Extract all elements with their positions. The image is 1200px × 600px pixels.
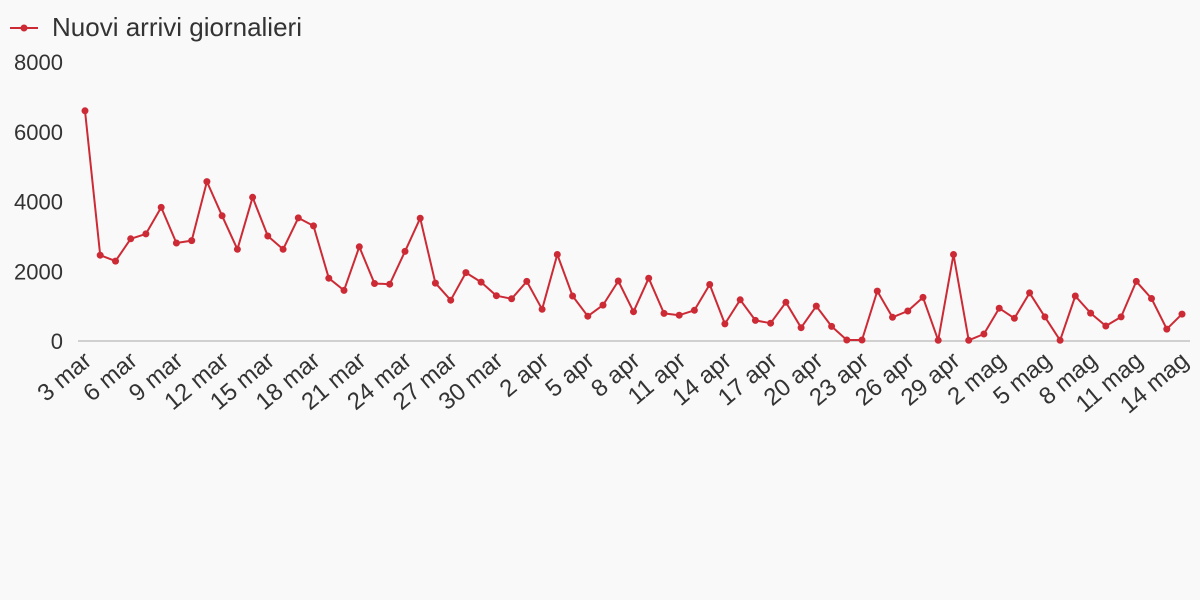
data-point[interactable]	[1026, 289, 1034, 297]
data-point[interactable]	[157, 203, 165, 211]
data-point[interactable]	[1071, 292, 1079, 300]
data-point[interactable]	[416, 214, 424, 222]
data-point[interactable]	[386, 280, 394, 288]
data-point[interactable]	[706, 281, 714, 288]
data-point[interactable]	[782, 298, 790, 306]
data-point[interactable]	[858, 336, 866, 344]
data-point[interactable]	[1041, 313, 1049, 321]
data-point[interactable]	[812, 302, 820, 310]
data-point[interactable]	[81, 107, 89, 115]
y-tick-label: 0	[51, 329, 63, 354]
data-point[interactable]	[96, 251, 104, 259]
legend: Nuovi arrivi giornalieri	[10, 12, 302, 42]
data-point[interactable]	[142, 230, 150, 238]
data-point[interactable]	[980, 330, 988, 338]
data-point[interactable]	[340, 286, 348, 294]
data-point[interactable]	[614, 277, 622, 285]
data-point[interactable]	[112, 257, 119, 265]
data-point[interactable]	[630, 308, 637, 316]
data-point[interactable]	[950, 251, 957, 258]
data-point[interactable]	[934, 336, 942, 344]
data-point[interactable]	[1102, 322, 1110, 330]
data-point[interactable]	[523, 277, 531, 285]
data-point[interactable]	[751, 316, 759, 324]
data-point[interactable]	[233, 245, 241, 253]
data-point[interactable]	[965, 336, 973, 344]
data-point[interactable]	[401, 247, 409, 255]
data-point[interactable]	[873, 287, 881, 295]
data-point[interactable]	[371, 280, 378, 287]
data-point[interactable]	[736, 296, 744, 304]
data-point[interactable]	[843, 336, 851, 344]
data-point[interactable]	[919, 293, 927, 301]
y-axis-ticks: 0 2000 4000 6000 8000	[14, 50, 63, 354]
y-tick-label: 8000	[14, 50, 63, 75]
x-tick-label: 5 apr	[540, 347, 599, 403]
data-point[interactable]	[264, 232, 272, 240]
data-point[interactable]	[995, 304, 1003, 312]
y-tick-label: 6000	[14, 120, 63, 145]
data-point[interactable]	[249, 193, 257, 201]
data-point[interactable]	[1132, 277, 1140, 285]
data-point[interactable]	[172, 239, 180, 247]
data-point[interactable]	[797, 324, 805, 332]
data-point[interactable]	[569, 292, 577, 300]
y-tick-label: 2000	[14, 259, 63, 284]
data-point[interactable]	[1148, 295, 1155, 302]
x-tick-label: 2 apr	[495, 347, 554, 403]
data-point[interactable]	[477, 278, 485, 286]
data-point[interactable]	[310, 222, 317, 230]
data-point[interactable]	[508, 295, 516, 303]
data-point[interactable]	[462, 269, 470, 277]
data-point[interactable]	[1163, 325, 1171, 333]
data-point[interactable]	[492, 292, 500, 300]
data-point[interactable]	[1056, 336, 1064, 344]
data-point[interactable]	[1010, 314, 1018, 322]
data-point[interactable]	[538, 305, 546, 313]
data-point[interactable]	[599, 301, 607, 309]
data-point[interactable]	[127, 235, 135, 243]
data-point[interactable]	[355, 243, 363, 251]
legend-marker-swatch	[20, 24, 28, 32]
data-point[interactable]	[325, 274, 333, 282]
data-point[interactable]	[279, 245, 287, 253]
data-point[interactable]	[889, 313, 896, 321]
series-points	[81, 107, 1186, 344]
data-point[interactable]	[767, 319, 775, 327]
data-point[interactable]	[553, 251, 561, 258]
data-point[interactable]	[828, 322, 836, 330]
data-point[interactable]	[431, 279, 439, 287]
legend-label: Nuovi arrivi giornalieri	[52, 12, 302, 42]
data-point[interactable]	[447, 296, 455, 304]
data-point[interactable]	[294, 214, 302, 222]
y-tick-label: 4000	[14, 190, 63, 215]
data-point[interactable]	[203, 178, 211, 186]
data-point[interactable]	[690, 306, 698, 314]
data-point[interactable]	[645, 274, 653, 282]
data-point[interactable]	[218, 212, 226, 220]
data-point[interactable]	[904, 307, 912, 315]
data-point[interactable]	[721, 320, 729, 328]
data-point[interactable]	[584, 312, 592, 320]
data-point[interactable]	[660, 309, 668, 317]
data-point[interactable]	[1117, 313, 1125, 321]
data-point[interactable]	[1087, 309, 1095, 317]
data-point[interactable]	[188, 237, 196, 245]
data-point[interactable]	[1178, 310, 1186, 318]
data-point[interactable]	[675, 311, 683, 319]
series-line	[84, 110, 1183, 342]
